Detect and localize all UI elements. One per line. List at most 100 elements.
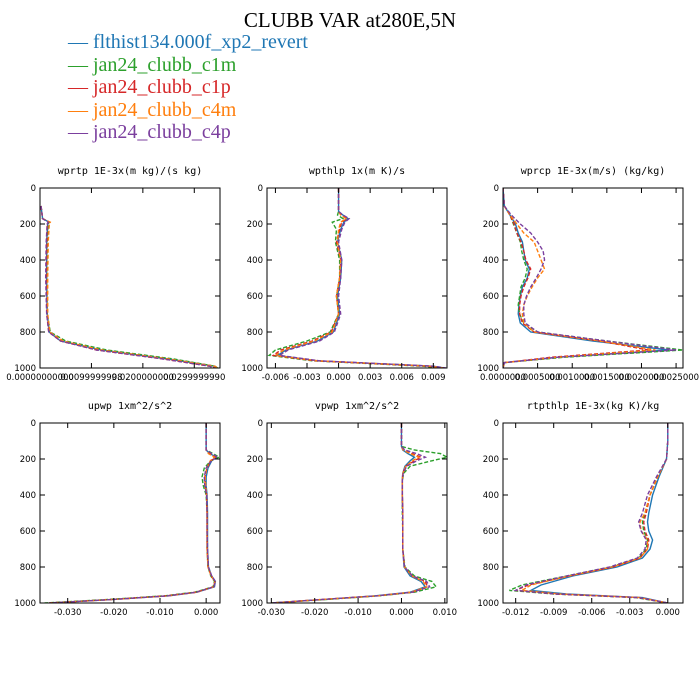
y-tick-label: 800 [20,563,36,573]
x-tick-label: -0.020 [301,608,328,618]
y-tick-label: 400 [483,256,499,266]
y-tick-label: 0 [494,184,499,194]
series-line [40,205,218,368]
y-tick-label: 0 [258,184,263,194]
x-tick-label: 0.0015000 [584,373,630,383]
y-tick-label: 800 [483,328,499,338]
y-tick-label: 1000 [14,364,36,374]
y-tick-label: 400 [483,491,499,501]
panel-title: wprcp 1E-3x(m/s) (kg/kg) [520,166,666,177]
x-tick-label: -0.009 [540,608,567,618]
series-line [513,423,669,603]
profile-plot: 020040060080010000.00000000.00050000.001… [477,184,699,383]
x-tick-label: 0.0299999990 [163,373,225,383]
series-line [503,188,656,368]
plot-frame [266,422,448,604]
y-tick-label: 800 [247,563,263,573]
series-line [273,188,444,368]
y-tick-label: 1000 [14,599,36,609]
x-tick-label: -0.003 [616,608,643,618]
profile-plot: 0 200 400 600 800 10000.000000000000.00999999… [6,184,225,383]
series-line [40,205,216,368]
x-tick-label: 0.0005000 [515,373,561,383]
profile-plot: 0 200 400 600 800 1000 -0.030 -0.020 -0.010 0.000 [14,419,221,618]
legend: — flthist134.000f_xp2_revert — jan24_club… [68,31,308,144]
y-tick-label: 200 [247,455,263,465]
panel-title: wprtp 1E-3x(m kg)/(s kg) [57,166,203,177]
plot-area [271,423,447,603]
panel-title: wpthlp 1x(m K)/s [308,166,406,177]
legend-item: — flthist134.000f_xp2_revert [68,31,308,53]
series-line [271,423,447,603]
series-line [528,423,669,603]
y-tick-label: 200 [483,220,499,230]
y-tick-label: 1000 [241,599,263,609]
x-tick-label: 0.000 [326,373,350,383]
chart-title: CLUBB VAR at280E,5N [243,8,457,32]
x-tick-label: -0.030 [54,608,81,618]
series-line [40,205,218,368]
x-tick-label: 0.000 [656,608,680,618]
x-tick-label: 0.0020000 [618,373,664,383]
y-tick-label: 800 [20,328,36,338]
y-tick-label: 0 [258,419,263,429]
series-line [49,423,220,603]
series-line [519,423,669,603]
plot-area [509,423,669,603]
x-tick-label: 0.0099999998 [60,373,122,383]
series-line [49,423,217,603]
x-tick-label: 0.000 [389,608,413,618]
x-tick-label: -0.012 [502,608,529,618]
x-tick-label: -0.010 [146,608,173,618]
series-line [515,423,669,603]
y-tick-label: 400 [247,491,263,501]
plot-frame [39,422,221,604]
plot-area [44,423,220,603]
series-line [271,423,429,603]
x-tick-label: 0.0010000 [549,373,595,383]
plot-frame [39,187,221,369]
y-tick-label: 600 [483,527,499,537]
plot-frame [266,187,448,369]
y-tick-label: 1000 [241,364,263,374]
y-tick-label: 400 [247,256,263,266]
x-tick-label: -0.006 [262,373,289,383]
x-tick-label: 0.0200000000 [112,373,174,383]
series-line [40,205,216,368]
series-line [271,188,442,368]
plot-area [267,188,447,368]
y-tick-label: 200 [247,220,263,230]
plot-area [40,205,218,368]
y-tick-label: 0 [31,419,36,429]
y-tick-label: 0 [31,184,36,194]
panel-title: vpwp 1xm^2/s^2 [314,401,400,412]
series-line [503,188,670,368]
y-tick-label: 0 [494,419,499,429]
y-tick-label: 1000 [477,599,499,609]
profile-plot: 0 200 400 600 800 1000-0.006 -0.003 0.000 0.003 0… [241,184,448,383]
plot-frame [502,187,684,369]
x-tick-label: 0.00000000000 [6,373,74,383]
y-tick-label: 200 [20,220,36,230]
y-tick-label: 600 [483,292,499,302]
x-tick-label: -0.010 [344,608,371,618]
x-tick-label: 0.009 [421,373,445,383]
y-tick-label: 600 [247,292,263,302]
legend-item: — jan24_clubb_c4p [68,121,231,143]
y-tick-label: 600 [20,527,36,537]
y-tick-label: 400 [20,491,36,501]
series-line [503,188,649,368]
profile-plot: 0 200 400 600 800 1000-0.012 -0.009 -0.006 -0.00… [477,419,684,618]
plot-frame [502,422,684,604]
legend-item: — jan24_clubb_c1p [68,76,231,98]
x-tick-label: 0.010 [433,608,457,618]
x-tick-label: 0.003 [358,373,382,383]
panel-title: upwp 1xm^2/s^2 [87,401,173,412]
series-line [49,423,216,603]
legend-item: — jan24_clubb_c4m [68,98,237,121]
series-line [275,188,444,368]
series-line [509,423,669,603]
series-line [503,188,677,368]
x-tick-label: 0.006 [390,373,414,383]
series-line [271,423,428,603]
